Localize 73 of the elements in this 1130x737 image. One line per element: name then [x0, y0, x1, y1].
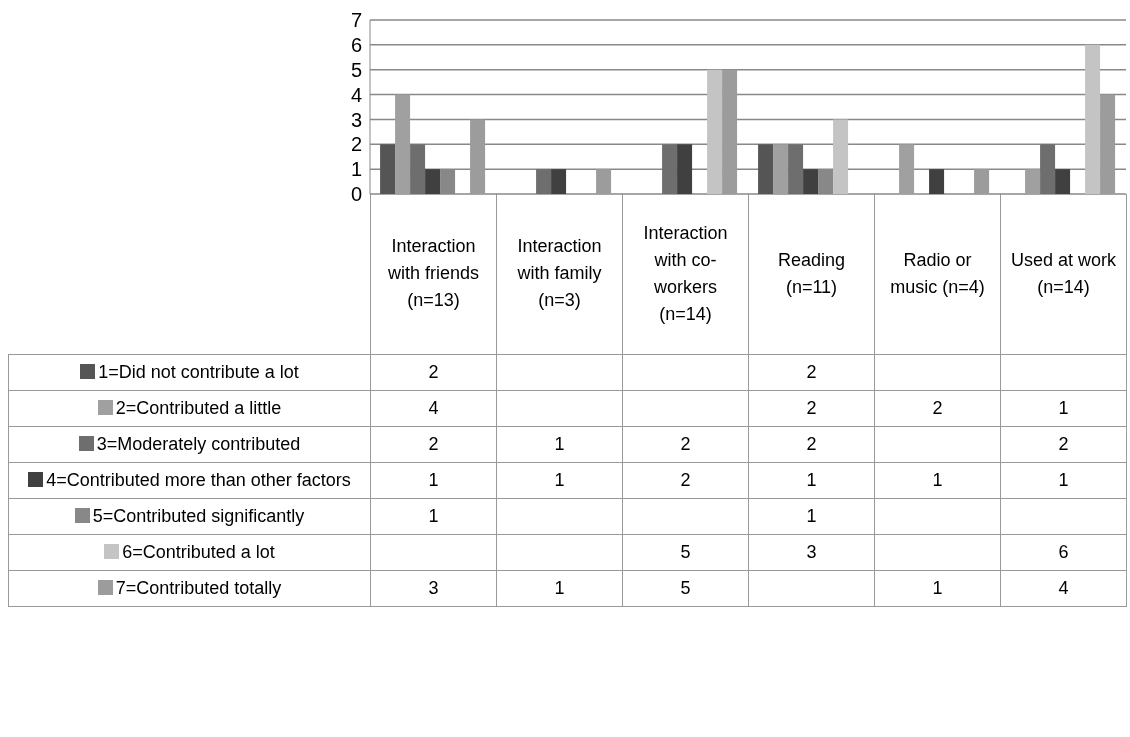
legend-label: 2=Contributed a little: [114, 397, 282, 418]
y-tick-label: 1: [350, 158, 362, 181]
table-cell: 3: [370, 570, 497, 606]
table-cell: 2: [748, 390, 875, 426]
bar: [410, 144, 426, 194]
table-cell: 5: [622, 534, 749, 570]
x-tick-label: Interaction with co-workers (n=14): [622, 194, 749, 354]
table-cell: 1: [748, 462, 875, 498]
table-cell: 1: [748, 498, 875, 534]
legend-label: 1=Did not contribute a lot: [97, 361, 299, 382]
bar: [677, 144, 693, 194]
table-cell: 1: [496, 570, 623, 606]
table-cell: 2: [874, 390, 1001, 426]
y-tick-label: 7: [350, 9, 362, 32]
x-tick-label: Reading (n=11): [748, 194, 875, 354]
bar: [833, 119, 849, 194]
bar: [425, 169, 441, 194]
bar: [470, 119, 486, 194]
y-tick-label: 4: [350, 83, 362, 106]
bar: [1040, 144, 1056, 194]
table-cell: 2: [748, 354, 875, 390]
table-cell: 1: [1000, 390, 1127, 426]
y-tick-label: 2: [350, 133, 362, 156]
y-tick-label: 6: [350, 33, 362, 56]
table-cell: 1: [370, 462, 497, 498]
legend-label: 6=Contributed a lot: [121, 541, 275, 562]
y-tick-label: 3: [350, 108, 362, 131]
x-tick-label: Interaction with friends (n=13): [370, 194, 497, 354]
table-cell: 2: [1000, 426, 1127, 462]
table-cell: 6: [1000, 534, 1127, 570]
bar: [788, 144, 804, 194]
table-cell: 2: [370, 354, 497, 390]
bar: [596, 169, 612, 194]
table-cell: 2: [622, 462, 749, 498]
legend-label: 3=Moderately contributed: [95, 433, 301, 454]
bar: [536, 169, 552, 194]
legend-label: 5=Contributed significantly: [91, 505, 305, 526]
table-cell: 2: [622, 426, 749, 462]
bar: [1025, 169, 1041, 194]
bar: [758, 144, 774, 194]
table-cell: 1: [874, 462, 1001, 498]
table-cell: 1: [496, 426, 623, 462]
bar: [551, 169, 567, 194]
table-cell: 2: [748, 426, 875, 462]
bar: [974, 169, 990, 194]
bar: [929, 169, 945, 194]
x-tick-label: Interaction with family (n=3): [496, 194, 623, 354]
bar: [395, 94, 411, 194]
table-cell: 1: [1000, 462, 1127, 498]
table-cell: 4: [1000, 570, 1127, 606]
table-cell: 1: [370, 498, 497, 534]
y-tick-label: 0: [350, 183, 362, 206]
bar: [1055, 169, 1071, 194]
bar: [1085, 44, 1101, 194]
table-cell: 3: [748, 534, 875, 570]
bar: [662, 144, 678, 194]
table-cell: 4: [370, 390, 497, 426]
legend-label: 4=Contributed more than other factors: [45, 469, 351, 490]
y-tick-label: 5: [350, 58, 362, 81]
bar: [707, 69, 723, 194]
table-cell: 2: [370, 426, 497, 462]
bar: [380, 144, 396, 194]
bar: [803, 169, 819, 194]
bar: [899, 144, 915, 194]
legend-label: 7=Contributed totally: [114, 577, 282, 598]
table-cell: 1: [496, 462, 623, 498]
bar: [1100, 94, 1116, 194]
x-tick-label: Used at work (n=14): [1000, 194, 1127, 354]
bar: [773, 144, 789, 194]
table-cell: 1: [874, 570, 1001, 606]
x-tick-label: Radio or music (n=4): [874, 194, 1001, 354]
table-cell: 5: [622, 570, 749, 606]
bar: [722, 69, 738, 194]
